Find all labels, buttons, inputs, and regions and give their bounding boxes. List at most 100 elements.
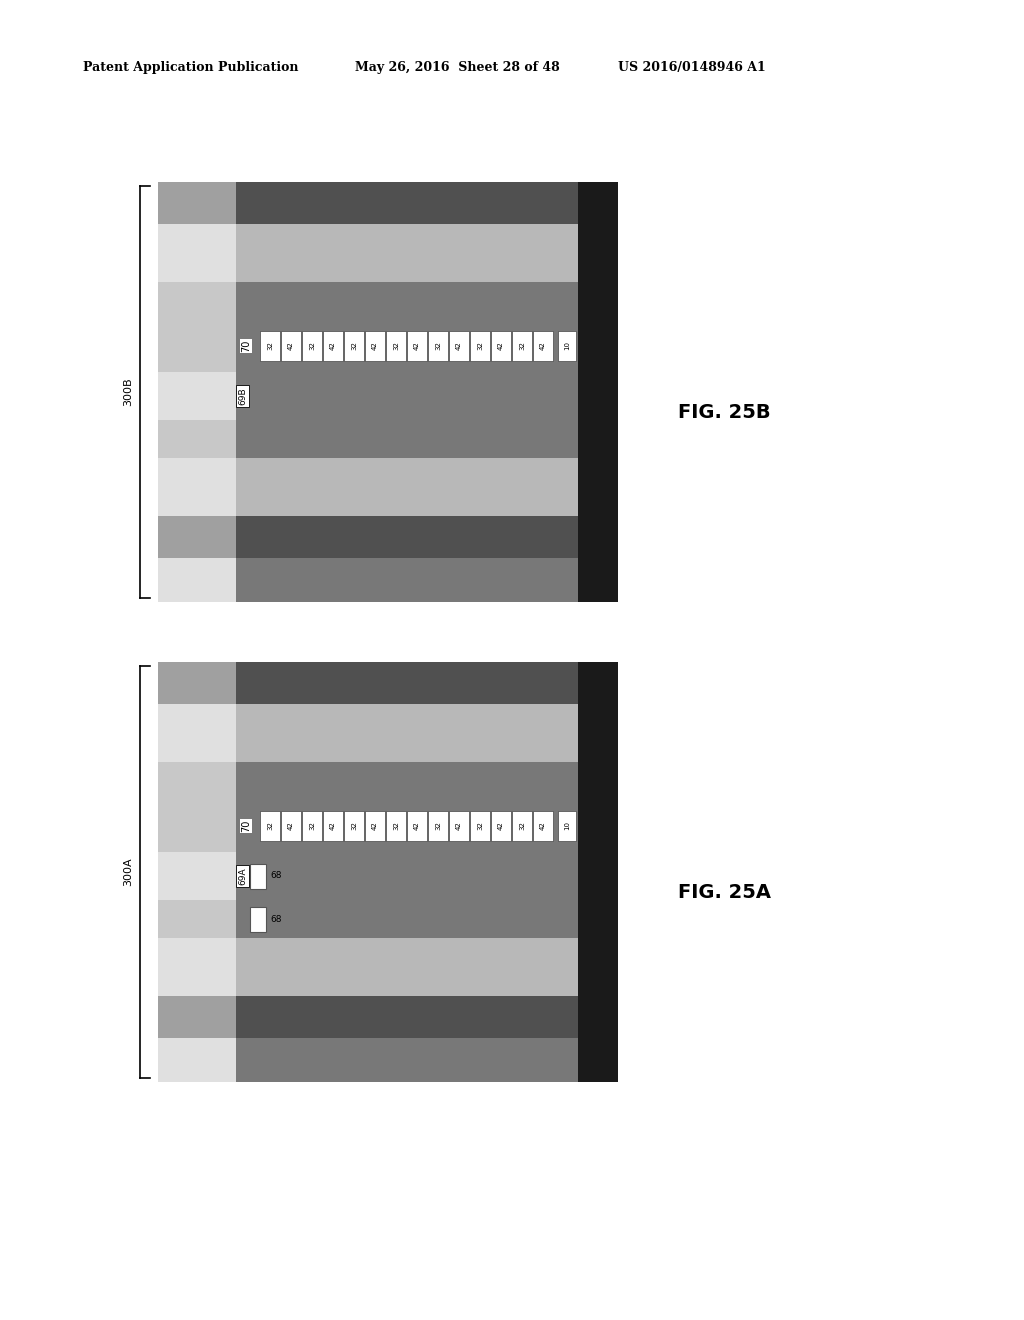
Text: 42: 42 <box>540 342 546 350</box>
Bar <box>512 331 532 360</box>
Bar <box>158 704 236 762</box>
Bar <box>407 810 427 841</box>
Bar <box>158 224 236 282</box>
Text: 42: 42 <box>456 342 462 350</box>
Bar <box>578 182 618 602</box>
Bar <box>449 810 469 841</box>
Text: 32: 32 <box>351 342 357 350</box>
Bar <box>158 516 236 558</box>
Text: 32: 32 <box>519 821 525 830</box>
Text: 32: 32 <box>267 821 273 830</box>
Bar <box>236 900 578 939</box>
Bar <box>158 800 236 851</box>
Bar <box>158 458 236 516</box>
Text: 69A: 69A <box>238 867 247 884</box>
Text: FIG. 25B: FIG. 25B <box>678 403 771 421</box>
Bar <box>236 762 578 800</box>
Bar <box>260 810 280 841</box>
Text: May 26, 2016  Sheet 28 of 48: May 26, 2016 Sheet 28 of 48 <box>355 62 560 74</box>
Bar <box>236 420 578 458</box>
Bar <box>250 907 266 932</box>
Text: Patent Application Publication: Patent Application Publication <box>83 62 299 74</box>
Bar <box>323 331 343 360</box>
Bar <box>158 182 236 602</box>
Text: 42: 42 <box>288 821 294 830</box>
Bar <box>428 331 449 360</box>
Bar <box>512 810 532 841</box>
Bar <box>386 810 406 841</box>
Bar <box>490 331 511 360</box>
Bar <box>236 224 578 282</box>
Text: 42: 42 <box>288 342 294 350</box>
Bar <box>344 810 364 841</box>
Bar <box>365 331 385 360</box>
Text: 300A: 300A <box>123 858 133 886</box>
Bar <box>236 319 578 372</box>
Bar <box>578 663 618 1082</box>
Text: 42: 42 <box>372 342 378 350</box>
Bar <box>236 282 578 319</box>
Bar <box>158 372 236 420</box>
Bar <box>158 851 236 900</box>
Bar <box>365 810 385 841</box>
Bar <box>236 800 578 851</box>
Bar <box>236 939 578 997</box>
Bar <box>158 182 618 602</box>
Text: 70: 70 <box>241 339 251 352</box>
Text: 32: 32 <box>267 342 273 350</box>
Bar <box>158 319 236 372</box>
Bar <box>158 663 618 1082</box>
Text: 68: 68 <box>270 915 282 924</box>
Text: 32: 32 <box>519 342 525 350</box>
Bar <box>281 331 301 360</box>
Text: 10: 10 <box>564 342 570 351</box>
Text: 32: 32 <box>351 821 357 830</box>
Bar <box>281 810 301 841</box>
Bar <box>158 997 236 1038</box>
Text: 10: 10 <box>564 821 570 830</box>
Text: 300B: 300B <box>123 378 133 407</box>
Bar <box>236 372 578 420</box>
Bar <box>236 663 578 704</box>
Text: 42: 42 <box>540 821 546 830</box>
Bar <box>236 704 578 762</box>
Bar <box>158 900 236 939</box>
Text: 69B: 69B <box>238 387 247 405</box>
Bar <box>158 663 236 1082</box>
Bar <box>236 851 578 900</box>
Bar <box>158 420 236 458</box>
Bar <box>534 810 553 841</box>
Text: 42: 42 <box>414 821 420 830</box>
Bar <box>386 331 406 360</box>
Text: 32: 32 <box>393 342 399 350</box>
Bar <box>158 762 236 800</box>
Text: 32: 32 <box>435 821 441 830</box>
Bar <box>344 331 364 360</box>
Bar <box>302 331 322 360</box>
Bar <box>470 810 490 841</box>
Bar <box>158 939 236 997</box>
Text: 42: 42 <box>330 821 336 830</box>
Bar <box>558 810 575 841</box>
Bar <box>470 331 490 360</box>
Bar <box>236 182 578 224</box>
Bar <box>302 810 322 841</box>
Text: 42: 42 <box>498 342 504 350</box>
Text: 32: 32 <box>477 342 483 350</box>
Bar <box>534 331 553 360</box>
Bar <box>490 810 511 841</box>
Bar <box>236 997 578 1038</box>
Bar <box>236 458 578 516</box>
Text: US 2016/0148946 A1: US 2016/0148946 A1 <box>618 62 766 74</box>
Text: 32: 32 <box>309 821 315 830</box>
Bar <box>407 331 427 360</box>
Bar <box>428 810 449 841</box>
Bar <box>250 863 266 888</box>
Text: 42: 42 <box>498 821 504 830</box>
Text: 32: 32 <box>393 821 399 830</box>
Text: 42: 42 <box>456 821 462 830</box>
Bar <box>260 331 280 360</box>
Bar <box>236 516 578 558</box>
Bar <box>158 663 236 704</box>
Text: 42: 42 <box>372 821 378 830</box>
